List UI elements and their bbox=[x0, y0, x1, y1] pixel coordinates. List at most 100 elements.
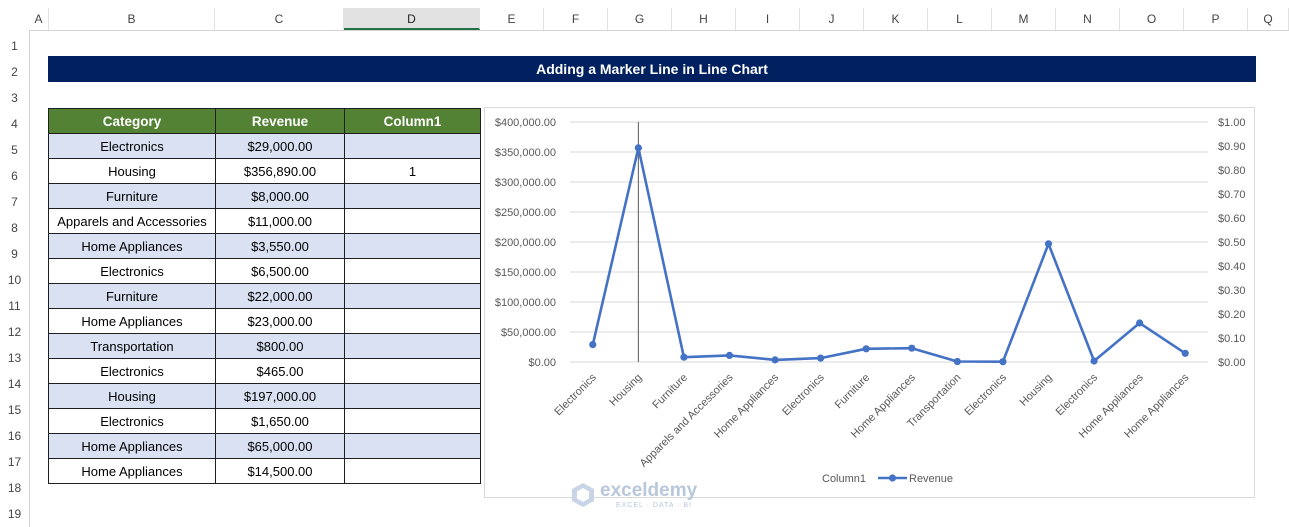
cell-revenue[interactable]: $65,000.00 bbox=[215, 433, 345, 459]
cell-revenue[interactable]: $22,000.00 bbox=[215, 283, 345, 309]
column-header-h[interactable]: H bbox=[672, 8, 736, 30]
cell-category[interactable]: Apparels and Accessories bbox=[48, 208, 216, 234]
cell-column1[interactable] bbox=[344, 333, 481, 359]
cell-column1[interactable] bbox=[344, 233, 481, 259]
row-header-1[interactable]: 1 bbox=[11, 39, 18, 53]
revenue-point bbox=[771, 356, 779, 364]
column-header-b[interactable]: B bbox=[49, 8, 215, 30]
row-header-17[interactable]: 17 bbox=[7, 455, 22, 469]
cell-revenue[interactable]: $29,000.00 bbox=[215, 133, 345, 159]
row-header-14[interactable]: 14 bbox=[7, 377, 22, 391]
row-header-16[interactable]: 16 bbox=[7, 429, 22, 443]
row-header-11[interactable]: 11 bbox=[8, 299, 21, 313]
header-column1[interactable]: Column1 bbox=[344, 108, 481, 134]
cell-column1[interactable] bbox=[344, 283, 481, 309]
row-header-3[interactable]: 3 bbox=[11, 91, 18, 105]
column-header-i[interactable]: I bbox=[736, 8, 800, 30]
column-header-g[interactable]: G bbox=[608, 8, 672, 30]
cell-category[interactable]: Home Appliances bbox=[48, 308, 216, 334]
cell-category[interactable]: Transportation bbox=[48, 333, 216, 359]
cell-revenue[interactable]: $6,500.00 bbox=[215, 258, 345, 284]
cell-revenue[interactable]: $23,000.00 bbox=[215, 308, 345, 334]
cell-revenue[interactable]: $8,000.00 bbox=[215, 183, 345, 209]
cell-column1[interactable] bbox=[344, 358, 481, 384]
row-header-5[interactable]: 5 bbox=[11, 143, 18, 157]
column-header-f[interactable]: F bbox=[544, 8, 608, 30]
cell-revenue[interactable]: $197,000.00 bbox=[215, 383, 345, 409]
cell-revenue[interactable]: $14,500.00 bbox=[215, 458, 345, 484]
row-header-9[interactable]: 9 bbox=[11, 247, 18, 261]
cell-column1[interactable]: 1 bbox=[344, 158, 481, 184]
column-header-e[interactable]: E bbox=[480, 8, 544, 30]
row-header-6[interactable]: 6 bbox=[11, 169, 18, 183]
row-header-10[interactable]: 10 bbox=[7, 273, 22, 287]
cell-revenue[interactable]: $1,650.00 bbox=[215, 408, 345, 434]
cell-revenue[interactable]: $356,890.00 bbox=[215, 158, 345, 184]
revenue-line bbox=[591, 146, 1186, 363]
cell-category[interactable]: Furniture bbox=[48, 183, 216, 209]
cell-revenue[interactable]: $465.00 bbox=[215, 358, 345, 384]
sheet-title[interactable]: Adding a Marker Line in Line Chart bbox=[48, 56, 1256, 82]
y-tick-label: $350,000.00 bbox=[495, 147, 556, 159]
column-header-q[interactable]: Q bbox=[1248, 8, 1289, 30]
cell-column1[interactable] bbox=[344, 208, 481, 234]
cell-column1[interactable] bbox=[344, 183, 481, 209]
column-header-k[interactable]: K bbox=[864, 8, 928, 30]
revenue-point bbox=[862, 345, 870, 353]
row-header-12[interactable]: 12 bbox=[7, 325, 22, 339]
header-revenue[interactable]: Revenue bbox=[215, 108, 345, 134]
cell-revenue[interactable]: $3,550.00 bbox=[215, 233, 345, 259]
column-header-c[interactable]: C bbox=[215, 8, 344, 30]
cell-category[interactable]: Housing bbox=[48, 158, 216, 184]
cell-column1[interactable] bbox=[344, 258, 481, 284]
cell-category[interactable]: Home Appliances bbox=[48, 233, 216, 259]
x-tick-label: Housing bbox=[607, 372, 644, 409]
cell-column1[interactable] bbox=[344, 408, 481, 434]
row-header-13[interactable]: 13 bbox=[7, 351, 22, 365]
column-header-n[interactable]: N bbox=[1056, 8, 1120, 30]
cell-column1[interactable] bbox=[344, 133, 481, 159]
column-header-o[interactable]: O bbox=[1120, 8, 1184, 30]
cell-column1[interactable] bbox=[344, 383, 481, 409]
y-tick-label: $300,000.00 bbox=[495, 177, 556, 189]
column-header-a[interactable]: A bbox=[29, 8, 49, 30]
table-row: Electronics $1,650.00 bbox=[48, 408, 481, 434]
cell-category[interactable]: Housing bbox=[48, 383, 216, 409]
row-header-19[interactable]: 19 bbox=[7, 507, 22, 521]
y2-tick-label: $0.80 bbox=[1218, 165, 1246, 177]
cell-revenue[interactable]: $11,000.00 bbox=[215, 208, 345, 234]
table-row: Electronics $6,500.00 bbox=[48, 258, 481, 284]
row-header-18[interactable]: 18 bbox=[7, 481, 22, 495]
cell-category[interactable]: Electronics bbox=[48, 258, 216, 284]
cell-revenue[interactable]: $800.00 bbox=[215, 333, 345, 359]
column-header-d[interactable]: D bbox=[344, 8, 480, 30]
column-header-j[interactable]: J bbox=[800, 8, 864, 30]
cell-category[interactable]: Electronics bbox=[48, 358, 216, 384]
revenue-point bbox=[1090, 357, 1098, 365]
cell-category[interactable]: Home Appliances bbox=[48, 458, 216, 484]
cell-column1[interactable] bbox=[344, 458, 481, 484]
cell-category[interactable]: Electronics bbox=[48, 133, 216, 159]
column-header-m[interactable]: M bbox=[992, 8, 1056, 30]
y-tick-label: $0.00 bbox=[528, 357, 556, 369]
row-header-7[interactable]: 7 bbox=[11, 195, 18, 209]
row-header-8[interactable]: 8 bbox=[11, 221, 18, 235]
row-header-2[interactable]: 2 bbox=[11, 65, 18, 79]
revenue-point bbox=[725, 351, 734, 359]
column-header-p[interactable]: P bbox=[1184, 8, 1248, 30]
cell-category[interactable]: Furniture bbox=[48, 283, 216, 309]
line-chart[interactable]: $0.00 $50,000.00 $100,000.00 $150,000.00 $20… bbox=[484, 107, 1255, 498]
header-category[interactable]: Category bbox=[48, 108, 216, 134]
cell-category[interactable]: Home Appliances bbox=[48, 433, 216, 459]
cell-column1[interactable] bbox=[344, 433, 481, 459]
table-row: Home Appliances $65,000.00 bbox=[48, 433, 481, 459]
x-tick-label: Apparels and Accessories bbox=[638, 371, 736, 469]
y-tick-label: $50,000.00 bbox=[501, 327, 556, 339]
table-row: Furniture $22,000.00 bbox=[48, 283, 481, 309]
cell-category[interactable]: Electronics bbox=[48, 408, 216, 434]
row-header-15[interactable]: 15 bbox=[7, 403, 22, 417]
row-header-4[interactable]: 4 bbox=[11, 117, 18, 131]
top-strip bbox=[0, 0, 1289, 8]
column-header-l[interactable]: L bbox=[928, 8, 992, 30]
cell-column1[interactable] bbox=[344, 308, 481, 334]
